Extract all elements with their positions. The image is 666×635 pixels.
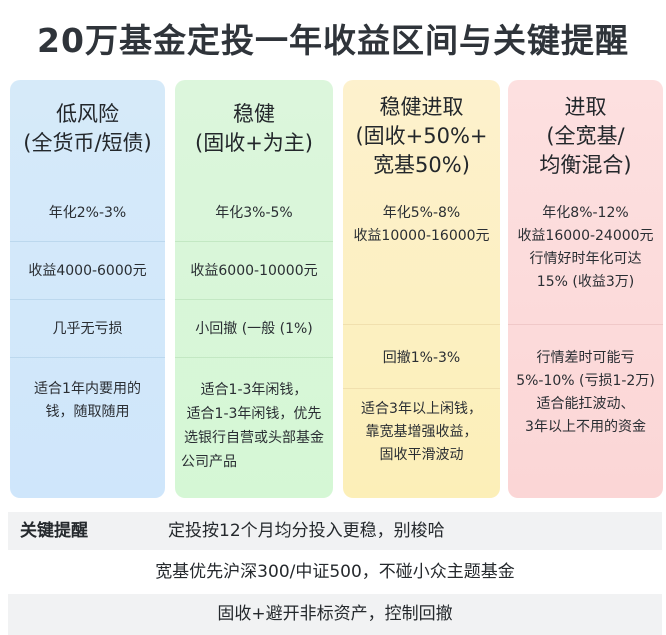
suitability-line: 3年以上不用的资金 bbox=[525, 419, 646, 435]
reminder-row: 宽基优先沪深300/中证500，不碰小众主题基金 bbox=[8, 552, 662, 592]
drawdown: 几乎无亏损 bbox=[52, 321, 123, 337]
reminder-row: 固收+避开非标资产，控制回撤 bbox=[8, 594, 662, 635]
annual-return: 年化2%-3% bbox=[48, 205, 127, 221]
yearly-profit: 收益16000-24000元 bbox=[517, 228, 654, 244]
divider bbox=[10, 241, 165, 242]
suitability: 适合1年内要用的 钱，随取随用 bbox=[10, 378, 165, 424]
suitability: 适合1-3年闲钱， 适合1-3年闲钱，优先 选银行自营或头部基金 公司产品 bbox=[175, 378, 333, 474]
suitability-line: 钱，随取随用 bbox=[45, 404, 130, 420]
card-subtitle: (固收+为主) bbox=[195, 131, 313, 155]
card-subtitle: (全货币/短债) bbox=[23, 131, 152, 155]
divider bbox=[10, 299, 165, 300]
card-heading: 进取 (全宽基/ 均衡混合) bbox=[508, 93, 663, 180]
best-case: 15% (收益3万) bbox=[536, 274, 635, 290]
return-and-profit: 年化5%-8% 收益10000-16000元 bbox=[343, 202, 500, 248]
reminder-label: 关键提醒 bbox=[20, 521, 88, 541]
suitability-line: 适合1-3年闲钱， bbox=[200, 382, 308, 398]
divider bbox=[508, 324, 663, 325]
card-subtitle: 宽基50%) bbox=[373, 153, 470, 177]
card-aggressive: 进取 (全宽基/ 均衡混合) 年化8%-12% 收益16000-24000元 行… bbox=[508, 80, 663, 498]
card-title: 稳健进取 bbox=[379, 95, 464, 119]
suitability-line: 选银行自营或头部基金 bbox=[184, 430, 324, 446]
drawdown: 小回撤 (一般 (1%) bbox=[195, 321, 313, 337]
reminder-row: 关键提醒 定投按12个月均分投入更稳，别梭哈 bbox=[8, 512, 662, 550]
suitability-line: 适合能扛波动、 bbox=[536, 396, 635, 412]
card-steady-growth: 稳健进取 (固收+50%+ 宽基50%) 年化5%-8% 收益10000-160… bbox=[343, 80, 500, 498]
suitability-line: 适合1年内要用的 bbox=[34, 381, 141, 397]
card-subtitle: 均衡混合) bbox=[539, 153, 632, 177]
card-heading: 稳健 (固收+为主) bbox=[175, 100, 333, 158]
suitability-line: 靠宽基增强收益， bbox=[365, 424, 478, 440]
card-subtitle: (全宽基/ bbox=[546, 124, 625, 148]
suitability: 适合3年以上闲钱， 靠宽基增强收益， 固收平滑波动 bbox=[343, 398, 500, 467]
return-and-profit: 年化8%-12% 收益16000-24000元 行情好时年化可达 15% (收益… bbox=[508, 202, 663, 294]
best-case: 行情好时年化可达 bbox=[529, 251, 642, 267]
reminder-text: 定投按12个月均分投入更稳，别梭哈 bbox=[168, 521, 445, 541]
card-subtitle: (固收+50%+ bbox=[355, 124, 488, 148]
card-steady: 稳健 (固收+为主) 年化3%-5% 收益6000-10000元 小回撤 (一般… bbox=[175, 80, 333, 498]
divider bbox=[175, 357, 333, 358]
annual-return: 年化3%-5% bbox=[215, 205, 293, 221]
drawdown: 回撤1%-3% bbox=[382, 350, 461, 366]
suitability-line: 公司产品 bbox=[181, 454, 237, 470]
annual-return: 年化5%-8% bbox=[382, 205, 461, 221]
suitability-line: 适合3年以上闲钱， bbox=[361, 401, 482, 417]
divider bbox=[343, 388, 500, 389]
risk-and-suitability: 行情差时可能亏 5%-10% (亏损1-2万) 适合能扛波动、 3年以上不用的资… bbox=[508, 347, 663, 439]
divider bbox=[10, 357, 165, 358]
divider bbox=[343, 324, 500, 325]
divider bbox=[175, 299, 333, 300]
yearly-profit: 收益4000-6000元 bbox=[28, 263, 147, 279]
worst-case: 5%-10% (亏损1-2万) bbox=[516, 373, 655, 389]
card-heading: 低风险 (全货币/短债) bbox=[10, 100, 165, 158]
reminder-text: 宽基优先沪深300/中证500，不碰小众主题基金 bbox=[155, 562, 515, 582]
card-title: 低风险 bbox=[56, 102, 119, 126]
annual-return: 年化8%-12% bbox=[542, 205, 629, 221]
page-title: 20万基金定投一年收益区间与关键提醒 bbox=[37, 21, 629, 60]
card-title: 进取 bbox=[564, 95, 607, 119]
worst-case: 行情差时可能亏 bbox=[536, 350, 635, 366]
divider bbox=[175, 241, 333, 242]
reminder-text: 固收+避开非标资产，控制回撤 bbox=[217, 604, 453, 624]
card-heading: 稳健进取 (固收+50%+ 宽基50%) bbox=[343, 93, 500, 180]
card-title: 稳健 bbox=[233, 102, 275, 126]
yearly-profit: 收益6000-10000元 bbox=[190, 263, 318, 279]
card-low-risk: 低风险 (全货币/短债) 年化2%-3% 收益4000-6000元 几乎无亏损 … bbox=[10, 80, 165, 498]
yearly-profit: 收益10000-16000元 bbox=[353, 228, 490, 244]
suitability-line: 固收平滑波动 bbox=[379, 447, 464, 463]
suitability-line: 适合1-3年闲钱，优先 bbox=[186, 406, 322, 422]
